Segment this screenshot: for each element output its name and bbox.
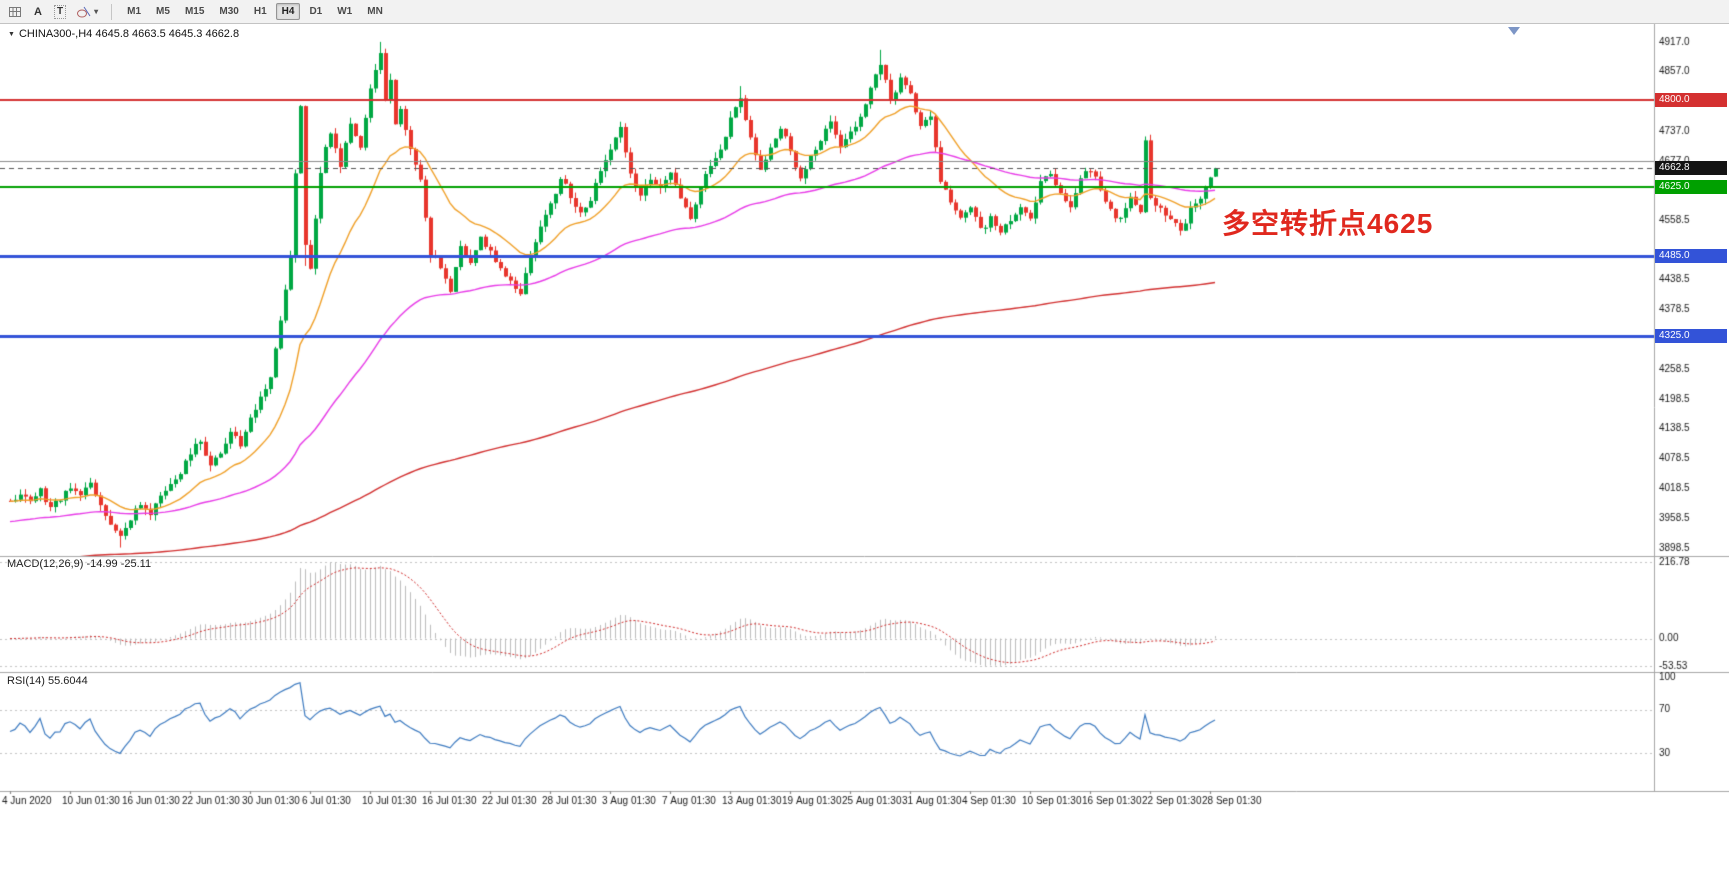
macd-label: MACD(12,26,9) -14.99 -25.11: [7, 558, 152, 570]
chart-grid-icon[interactable]: [4, 2, 26, 22]
symbol-ohlc-text: CHINA300-,H4 4645.8 4663.5 4645.3 4662.8: [18, 28, 240, 40]
timeframe-button-m5[interactable]: M5: [156, 6, 170, 17]
symbol-dropdown-icon: ▼: [8, 30, 15, 38]
rsi-label: RSI(14) 55.6044: [7, 675, 88, 687]
chart-annotation: 多空转折点4625: [1222, 208, 1434, 239]
timeframe-button-m30[interactable]: M30: [219, 6, 239, 17]
shapes-icon: [77, 6, 91, 17]
text-tool-button[interactable]: T: [50, 2, 70, 22]
timeframe-button-mn[interactable]: MN: [367, 6, 383, 17]
price-tag: 4800.0: [1655, 93, 1727, 107]
symbol-ohlc-label: ▼ CHINA300-,H4 4645.8 4663.5 4645.3 4662…: [8, 28, 239, 40]
toolbar: A T ▾ M1 M5 M15 M30 H1 H4 D1 W1 MN: [0, 0, 1729, 24]
timeframe-button-d1[interactable]: D1: [309, 6, 323, 17]
chart-grid-icon-glyph: [9, 6, 21, 17]
text-label-tool-glyph: A: [34, 5, 42, 18]
timeframe-button-w1[interactable]: W1: [337, 6, 353, 17]
price-tag: 4325.0: [1655, 328, 1727, 343]
timeframe-button-h4[interactable]: H4: [275, 3, 301, 20]
timeframe-button-m1[interactable]: M1: [127, 6, 142, 17]
price-tag: 4625.0: [1655, 179, 1727, 194]
text-tool-glyph: T: [54, 4, 67, 19]
dropdown-caret-icon: ▾: [94, 7, 99, 16]
text-label-tool-button[interactable]: A: [28, 2, 48, 22]
chart-shift-marker[interactable]: [1508, 27, 1520, 35]
shapes-tool-button[interactable]: ▾: [72, 2, 102, 22]
toolbar-separator: [111, 3, 113, 20]
timeframe-toolbar: M1 M5 M15 M30 H1 H4 D1 W1 MN: [121, 3, 389, 20]
price-tag: 4485.0: [1655, 249, 1727, 264]
chart-canvas[interactable]: [0, 24, 1729, 892]
price-tag: 4662.8: [1655, 161, 1727, 176]
timeframe-button-m15[interactable]: M15: [184, 6, 205, 17]
timeframe-button-h1[interactable]: H1: [253, 6, 267, 17]
